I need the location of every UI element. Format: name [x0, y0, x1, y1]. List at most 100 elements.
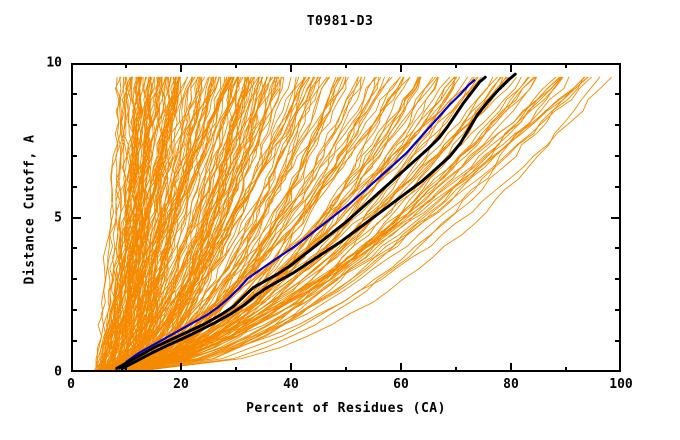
xtick-minor-top — [235, 63, 237, 68]
ytick-minor-right — [615, 123, 621, 126]
ensemble-curve — [130, 76, 385, 370]
ensemble-curve — [98, 76, 193, 370]
ensemble-curve — [97, 76, 478, 370]
ensemble-curve — [105, 76, 434, 370]
ensemble-curve — [120, 76, 163, 370]
series-reference-model-blue — [118, 79, 476, 370]
ensemble-curve — [103, 76, 393, 370]
ensemble-curve — [97, 76, 240, 370]
ensemble-curve — [113, 76, 585, 370]
ensemble-curve — [101, 76, 155, 370]
xtick-minor-top — [125, 63, 127, 68]
ensemble-curve — [105, 76, 588, 370]
ensemble-curve — [101, 76, 127, 370]
xtick-label-100: 100 — [609, 377, 633, 392]
x-axis-title: Percent of Residues (CA) — [246, 401, 446, 416]
xtick-label-40: 40 — [283, 377, 299, 392]
xtick-minor-top — [455, 63, 457, 68]
ensemble-curve — [127, 76, 233, 370]
ytick-label-5: 5 — [54, 210, 62, 225]
ensemble-curve — [122, 76, 268, 370]
ensemble-curve — [101, 76, 401, 370]
ytick-minor-right — [615, 309, 621, 312]
ensemble-curve — [101, 76, 182, 370]
ensemble-curve — [104, 76, 316, 370]
ensemble-curve — [127, 76, 345, 370]
ensemble-curve — [118, 76, 310, 370]
xtick-major — [180, 363, 182, 372]
ensemble-curve — [101, 76, 181, 370]
ytick-minor-right — [615, 185, 621, 188]
ensemble-curve — [102, 76, 160, 370]
ensemble-curve — [147, 76, 411, 370]
ytick-minor-right — [615, 154, 621, 157]
xtick-minor — [235, 367, 237, 372]
ytick-minor-right — [615, 278, 621, 281]
ensemble-curve — [104, 76, 405, 370]
ensemble-curve — [137, 76, 210, 370]
ytick-major-right — [611, 216, 621, 219]
ensemble-curve — [101, 76, 592, 370]
xtick-major — [510, 363, 512, 372]
xtick-minor — [455, 367, 457, 372]
xtick-minor — [125, 367, 127, 372]
ytick-minor-right — [615, 247, 621, 250]
xtick-label-0: 0 — [67, 377, 75, 392]
plot-area — [71, 63, 621, 372]
ensemble-curve — [125, 76, 260, 370]
ensemble-curve — [96, 76, 127, 370]
ensemble-curve — [102, 76, 612, 370]
ytick-major — [71, 216, 81, 219]
series-target-model-black-lower — [120, 72, 517, 370]
ytick-minor — [71, 92, 77, 95]
ensemble-curve — [99, 76, 562, 370]
xtick-minor-top — [565, 63, 567, 68]
ensemble-curve — [124, 76, 537, 370]
xtick-minor — [345, 367, 347, 372]
ensemble-curve — [104, 76, 232, 370]
ensemble-curve — [97, 76, 322, 370]
ensemble-curve — [99, 76, 342, 370]
series-target-model-black-upper — [115, 75, 487, 370]
xtick-major-top — [290, 63, 292, 72]
ensemble-curve — [126, 76, 347, 370]
ytick-minor-right — [615, 340, 621, 343]
ensemble-curve — [111, 76, 328, 370]
ytick-minor — [71, 185, 77, 188]
ensemble-curve — [95, 76, 267, 370]
page-title: T0981-D3 — [306, 14, 374, 29]
ytick-minor — [71, 154, 77, 157]
ytick-minor — [71, 247, 77, 250]
ensemble-curve — [118, 76, 144, 370]
ensemble-curve — [102, 76, 482, 370]
ensemble-curve — [146, 76, 601, 370]
xtick-major — [290, 363, 292, 372]
ensemble-curve — [140, 76, 151, 370]
ensemble-curve — [142, 76, 297, 370]
ensemble-curve — [119, 76, 285, 370]
ytick-minor — [71, 278, 77, 281]
ensemble-curve — [119, 76, 175, 370]
ensemble-curve — [102, 76, 522, 370]
ensemble-curve — [143, 76, 570, 370]
ensemble-curve — [113, 76, 143, 370]
ensemble-curve — [109, 76, 513, 370]
ensemble-curve — [95, 76, 498, 370]
ensemble-curve — [119, 76, 232, 370]
ensemble-curve — [100, 76, 249, 370]
xtick-minor-top — [345, 63, 347, 68]
xtick-label-60: 60 — [393, 377, 409, 392]
ytick-label-0: 0 — [54, 364, 62, 380]
xtick-major-top — [510, 63, 512, 72]
ytick-minor — [71, 123, 77, 126]
ensemble-curve — [95, 76, 564, 370]
ensemble-curve — [99, 76, 283, 370]
ensemble-curve — [108, 76, 163, 370]
y-axis-title: Distance Cutoff, A — [22, 134, 38, 285]
ensemble-curve — [144, 76, 589, 370]
ensemble-curve — [117, 76, 199, 370]
ensemble-curve — [123, 76, 320, 370]
ensemble-curve — [105, 76, 456, 370]
ensemble-curve — [122, 76, 264, 370]
